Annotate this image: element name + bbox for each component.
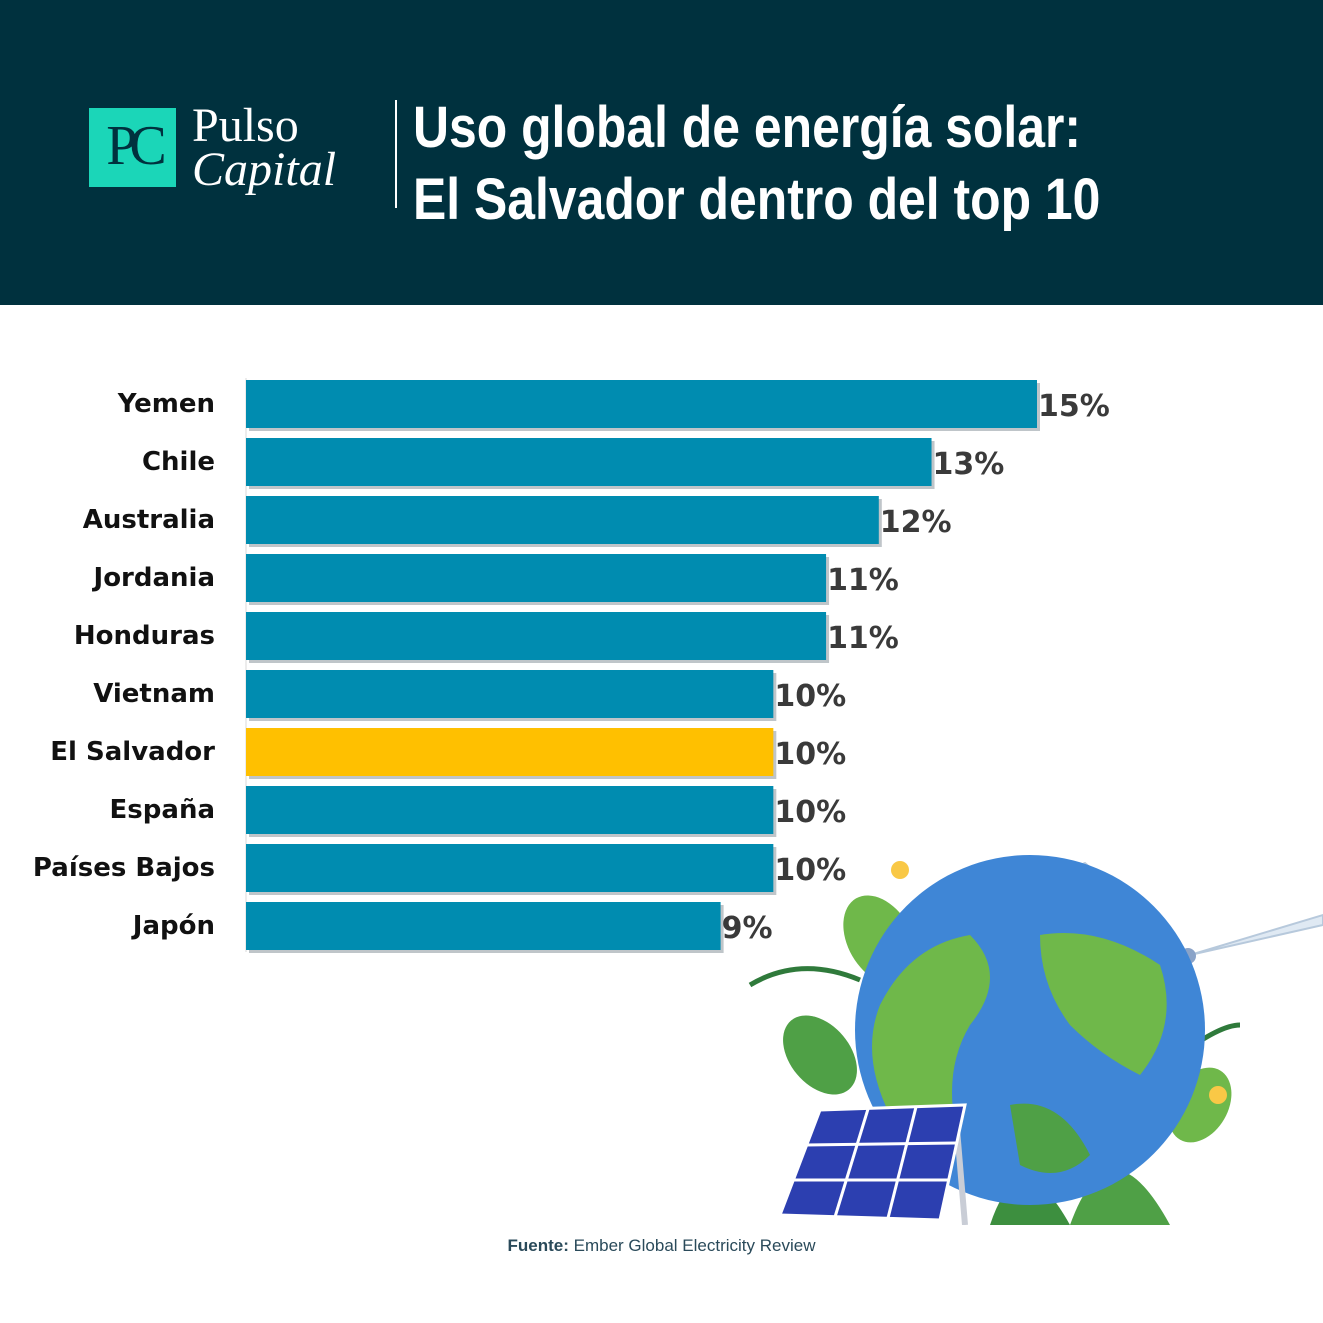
value-label: 9% bbox=[722, 911, 773, 946]
bar bbox=[246, 438, 932, 486]
source-note: Fuente: Ember Global Electricity Review bbox=[0, 1236, 1323, 1256]
value-label: 15% bbox=[1038, 389, 1110, 424]
value-label: 10% bbox=[774, 679, 846, 714]
solar-panel-icon bbox=[777, 1103, 968, 1225]
header-divider bbox=[395, 100, 397, 208]
pulso-capital-logo-icon: PC bbox=[89, 108, 176, 187]
category-label: Australia bbox=[83, 505, 215, 535]
category-label: Yemen bbox=[117, 389, 215, 419]
header-banner: PC Pulso Capital Uso global de energía s… bbox=[0, 0, 1323, 305]
category-label: Chile bbox=[142, 447, 215, 477]
brand-name-line1: Pulso bbox=[192, 99, 299, 152]
title-line1: Uso global de energía solar: bbox=[413, 95, 1082, 160]
bar bbox=[246, 844, 774, 892]
source-text: Ember Global Electricity Review bbox=[573, 1236, 816, 1255]
bar bbox=[246, 496, 879, 544]
category-label: Japón bbox=[131, 911, 215, 941]
page-title: Uso global de energía solar: El Salvador… bbox=[413, 92, 1100, 236]
category-label: Países Bajos bbox=[33, 853, 215, 883]
value-label: 10% bbox=[774, 795, 846, 830]
value-label: 10% bbox=[774, 737, 846, 772]
value-label: 13% bbox=[933, 447, 1005, 482]
bar bbox=[246, 670, 774, 718]
source-label: Fuente: bbox=[507, 1236, 569, 1255]
category-label: Honduras bbox=[74, 621, 215, 651]
category-label: Vietnam bbox=[93, 679, 215, 709]
logo-mark: PC bbox=[106, 115, 167, 177]
category-label: Jordania bbox=[92, 563, 215, 593]
title-line2: El Salvador dentro del top 10 bbox=[413, 167, 1101, 232]
value-label: 10% bbox=[774, 853, 846, 888]
category-label: España bbox=[110, 795, 215, 825]
value-label: 11% bbox=[827, 563, 899, 598]
bar-highlight bbox=[246, 728, 774, 776]
bar bbox=[246, 380, 1037, 428]
bar bbox=[246, 786, 774, 834]
bar bbox=[246, 902, 721, 950]
brand-name-line2: Capital bbox=[192, 143, 337, 196]
category-label: El Salvador bbox=[50, 737, 215, 767]
bar bbox=[246, 612, 827, 660]
value-label: 12% bbox=[880, 505, 952, 540]
value-label: 11% bbox=[827, 621, 899, 656]
renewable-energy-illustration bbox=[748, 855, 1323, 1225]
bar bbox=[246, 554, 827, 602]
